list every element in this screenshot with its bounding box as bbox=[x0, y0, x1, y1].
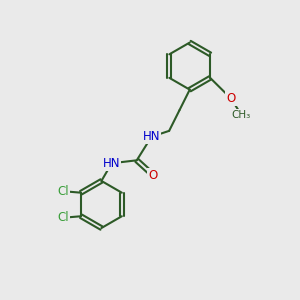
Text: O: O bbox=[148, 169, 158, 182]
Text: Cl: Cl bbox=[58, 211, 69, 224]
Text: O: O bbox=[226, 92, 236, 105]
Text: Cl: Cl bbox=[58, 185, 69, 198]
Text: HN: HN bbox=[143, 130, 160, 143]
Text: CH₃: CH₃ bbox=[232, 110, 251, 120]
Text: HN: HN bbox=[103, 157, 121, 170]
